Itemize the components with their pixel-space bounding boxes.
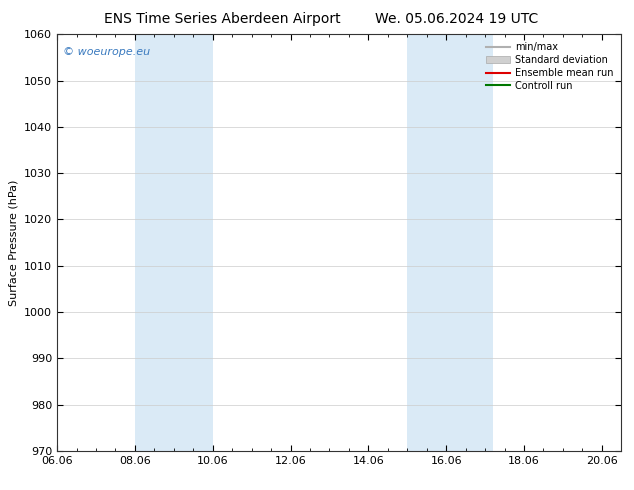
Text: © woeurope.eu: © woeurope.eu — [63, 47, 150, 57]
Bar — [446, 34, 493, 451]
Text: ENS Time Series Aberdeen Airport: ENS Time Series Aberdeen Airport — [103, 12, 340, 26]
Bar — [407, 34, 446, 451]
Text: We. 05.06.2024 19 UTC: We. 05.06.2024 19 UTC — [375, 12, 538, 26]
Y-axis label: Surface Pressure (hPa): Surface Pressure (hPa) — [8, 179, 18, 306]
Legend: min/max, Standard deviation, Ensemble mean run, Controll run: min/max, Standard deviation, Ensemble me… — [483, 39, 616, 94]
Bar — [135, 34, 213, 451]
